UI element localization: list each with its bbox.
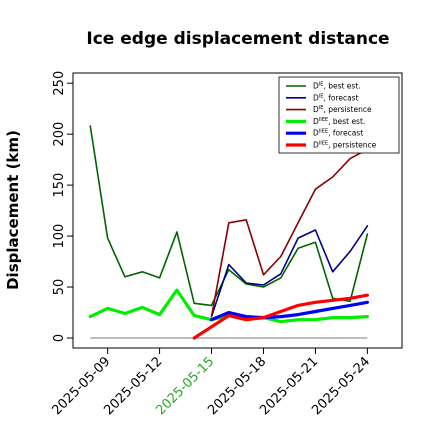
legend-box (278, 76, 400, 154)
series-line-1 (89, 125, 369, 307)
series-layer (88, 125, 369, 340)
y-tick-label: 200 (52, 122, 67, 147)
y-tick-label: 100 (52, 224, 67, 249)
x-axis: 2025-05-092025-05-122025-05-152025-05-18… (49, 348, 373, 418)
legend: DIE, best est. DIE, forecast DIE, persiste… (278, 76, 400, 154)
series-line-6 (192, 293, 369, 340)
y-tick-label: 50 (52, 279, 67, 296)
y-axis: 0 50 100 150 200 250 (52, 71, 73, 342)
plot-area (72, 72, 403, 349)
legend-label: DIIEE, persistence (313, 141, 377, 150)
plot-frame (72, 72, 403, 349)
y-tick-label: 0 (52, 334, 67, 342)
legend-label: DIE, persistence (313, 105, 372, 114)
series-line-2 (210, 225, 369, 318)
legend-label: DIE, forecast (313, 93, 359, 102)
series-line-5 (209, 300, 369, 322)
chart-title: Ice edge displacement distance (86, 29, 389, 49)
legend-label: DIIEE, forecast (313, 129, 363, 138)
y-axis-label: Displacement (km) (4, 130, 22, 290)
y-tick-label: 150 (52, 173, 67, 198)
series-line-3 (210, 148, 369, 318)
legend-label: DIIEE, best est. (313, 117, 365, 126)
legend-label: DIE, best est. (313, 82, 361, 91)
y-tick-label: 250 (52, 71, 67, 96)
